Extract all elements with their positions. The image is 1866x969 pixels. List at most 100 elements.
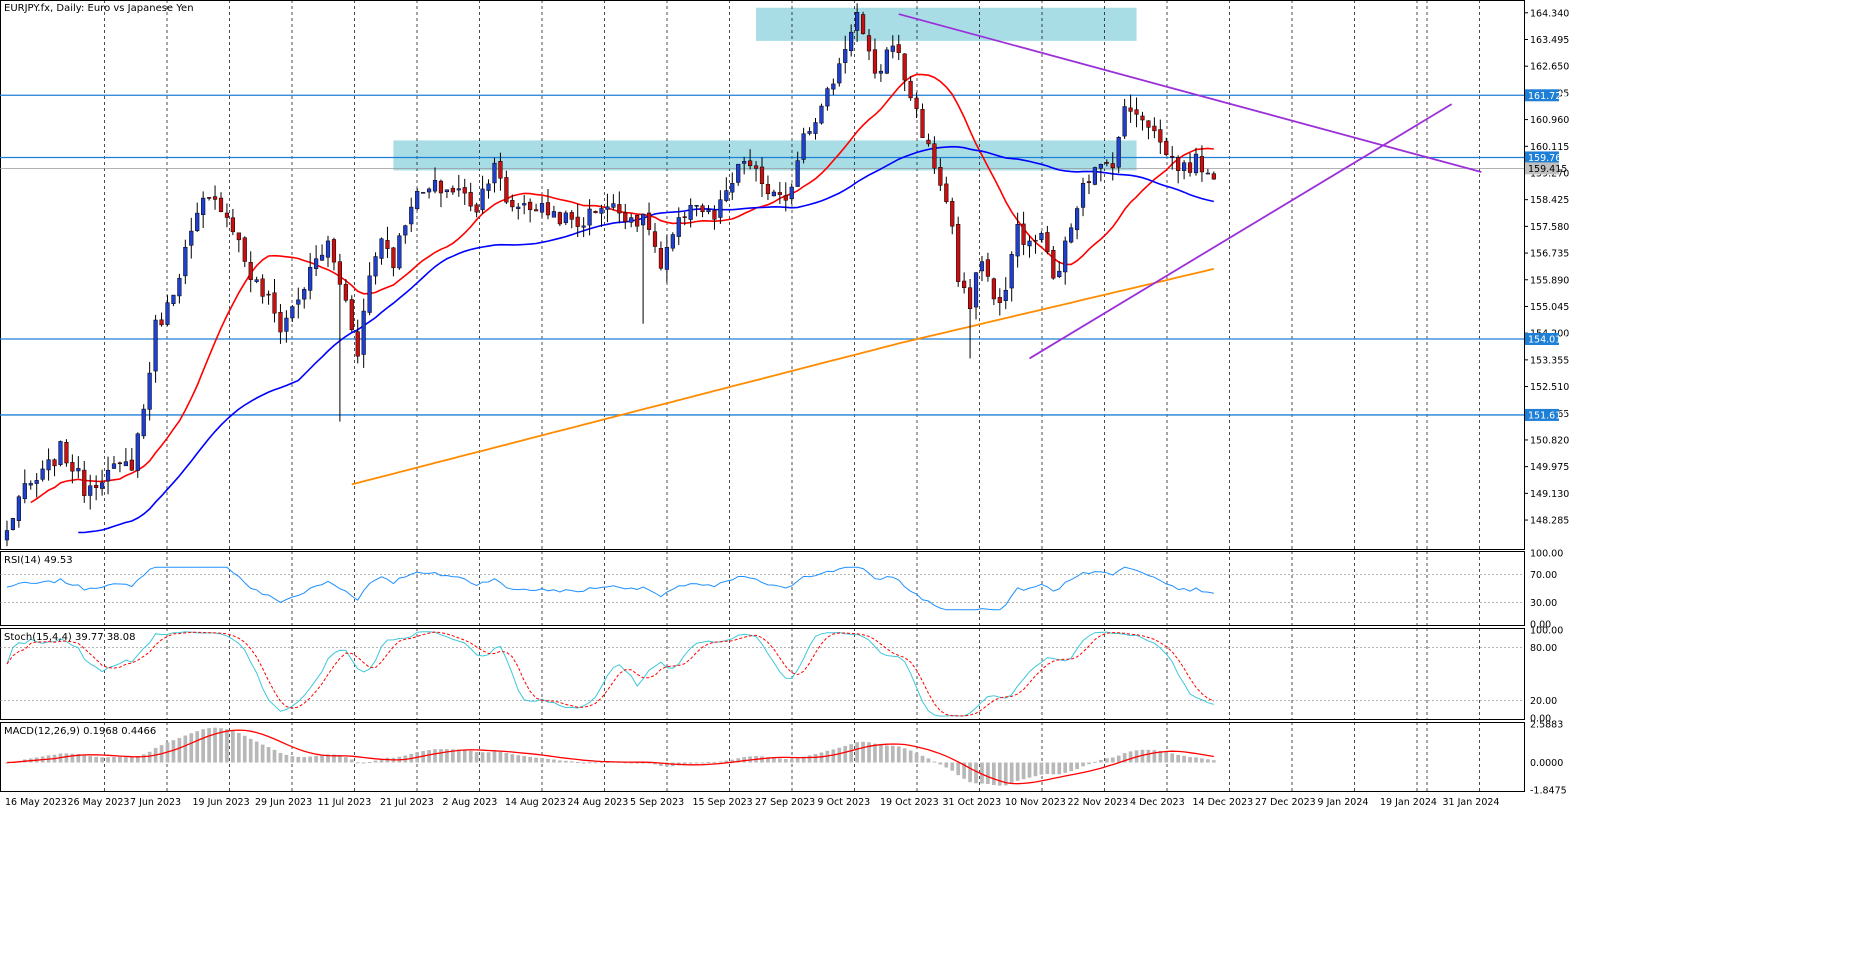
y-tick-label: 155.890 bbox=[1530, 275, 1569, 286]
macd-histogram-bar bbox=[451, 749, 455, 763]
candle-body bbox=[260, 278, 265, 297]
stoch-tick-label: 80.00 bbox=[1530, 643, 1557, 654]
macd-histogram-bar bbox=[546, 758, 550, 763]
candle-body bbox=[872, 49, 878, 74]
x-tick-label: 31 Jan 2024 bbox=[1443, 797, 1500, 808]
candle-body bbox=[147, 372, 152, 410]
macd-histogram-bar bbox=[189, 733, 194, 763]
candle-body bbox=[510, 199, 515, 208]
macd-histogram-bar bbox=[355, 762, 360, 764]
candle-body bbox=[70, 462, 75, 472]
current-price-label: 159.415 bbox=[1528, 164, 1567, 175]
candle-body bbox=[438, 180, 444, 194]
candle-body bbox=[444, 189, 450, 193]
macd-histogram-bar bbox=[302, 757, 307, 763]
macd-histogram-bar bbox=[225, 729, 229, 763]
macd-histogram-bar bbox=[766, 757, 770, 763]
macd-histogram-bar bbox=[1110, 757, 1115, 763]
macd-histogram-bar bbox=[772, 757, 776, 763]
price-axis: 164.340163.495162.650161.805160.960160.1… bbox=[1524, 8, 1569, 527]
macd-histogram-bar bbox=[1099, 759, 1103, 763]
macd-histogram-bar bbox=[1057, 762, 1062, 775]
macd-histogram-bar bbox=[736, 758, 741, 763]
macd-histogram-bar bbox=[1140, 749, 1145, 763]
vertical-grid bbox=[104, 0, 1480, 791]
candle-body bbox=[486, 183, 491, 191]
candle-body bbox=[777, 192, 782, 195]
macd-histogram-bar bbox=[1146, 749, 1151, 763]
candle-body bbox=[855, 12, 860, 31]
macd-histogram-bar bbox=[308, 756, 313, 763]
macd-histogram-bar bbox=[659, 762, 663, 766]
candle-body bbox=[956, 224, 961, 282]
macd-title: MACD(12,26,9) 0.1968 0.4466 bbox=[4, 726, 156, 737]
candle-body bbox=[361, 310, 366, 355]
y-tick-label: 149.130 bbox=[1530, 489, 1569, 500]
macd-histogram-bar bbox=[605, 761, 610, 763]
candle-body bbox=[337, 261, 342, 285]
trendline-lower[interactable] bbox=[1029, 103, 1453, 360]
candle-body bbox=[117, 462, 123, 465]
candle-body bbox=[712, 210, 717, 220]
main-pane-frame bbox=[0, 0, 1525, 550]
macd-histogram-bar bbox=[171, 740, 176, 763]
macd-tick-label: -1.8475 bbox=[1530, 786, 1567, 797]
macd-histogram-bar bbox=[843, 745, 848, 763]
y-tick-label: 157.580 bbox=[1530, 222, 1569, 233]
candle-body bbox=[973, 272, 979, 308]
candle-body bbox=[569, 212, 574, 220]
macd-histogram-bar bbox=[433, 749, 437, 763]
rsi-pane-frame bbox=[0, 551, 1525, 626]
candle-body bbox=[367, 275, 372, 313]
candle-body bbox=[593, 210, 598, 214]
macd-histogram-bar bbox=[813, 754, 818, 763]
x-tick-label: 26 May 2023 bbox=[68, 797, 130, 808]
moving-averages bbox=[30, 73, 1215, 534]
candle-body bbox=[860, 14, 866, 34]
candle-body bbox=[325, 240, 331, 258]
trendlines[interactable] bbox=[898, 13, 1482, 360]
candle-body bbox=[789, 186, 794, 200]
macd-histogram-bar bbox=[207, 728, 211, 763]
candle-body bbox=[605, 206, 610, 210]
level-price-label: 161.729 bbox=[1528, 91, 1567, 102]
candle-body bbox=[611, 203, 616, 208]
candle-body bbox=[753, 165, 759, 169]
x-tick-label: 11 Jul 2023 bbox=[318, 797, 372, 808]
candle-body bbox=[462, 187, 467, 194]
stoch-tick-label: 100.00 bbox=[1530, 626, 1563, 637]
macd-histogram-bar bbox=[124, 756, 128, 763]
candle-body bbox=[415, 190, 420, 210]
x-tick-label: 15 Sep 2023 bbox=[693, 797, 753, 808]
candle-body bbox=[105, 469, 111, 482]
candle-body bbox=[878, 70, 883, 74]
candle-body bbox=[10, 518, 16, 530]
macd-histogram-bar bbox=[1158, 750, 1163, 763]
candle-body bbox=[34, 480, 39, 484]
macd-histogram-bar bbox=[1182, 755, 1186, 763]
macd-histogram-bar bbox=[361, 762, 366, 764]
macd-histogram-bar bbox=[861, 741, 865, 763]
candle-body bbox=[1080, 182, 1086, 208]
macd-histogram-bar bbox=[284, 754, 289, 763]
candle-body bbox=[100, 482, 105, 489]
candle-body bbox=[759, 166, 765, 184]
y-tick-label: 153.355 bbox=[1530, 355, 1569, 366]
macd-histogram-bar bbox=[445, 749, 449, 763]
candle-body bbox=[58, 441, 63, 465]
macd-histogram-bar bbox=[986, 762, 990, 784]
candle-body bbox=[539, 203, 545, 213]
macd-histogram-bar bbox=[498, 751, 503, 763]
candle-body bbox=[391, 247, 396, 269]
candle-body bbox=[331, 239, 337, 263]
macd-histogram-bar bbox=[480, 752, 485, 763]
candle-body bbox=[1021, 223, 1026, 245]
macd-histogram-bar bbox=[724, 760, 729, 763]
candle-body bbox=[563, 212, 568, 224]
candle-body bbox=[355, 331, 360, 357]
candle-body bbox=[480, 188, 485, 211]
macd-histogram-bar bbox=[373, 760, 378, 763]
macd-histogram-bar bbox=[201, 729, 206, 763]
